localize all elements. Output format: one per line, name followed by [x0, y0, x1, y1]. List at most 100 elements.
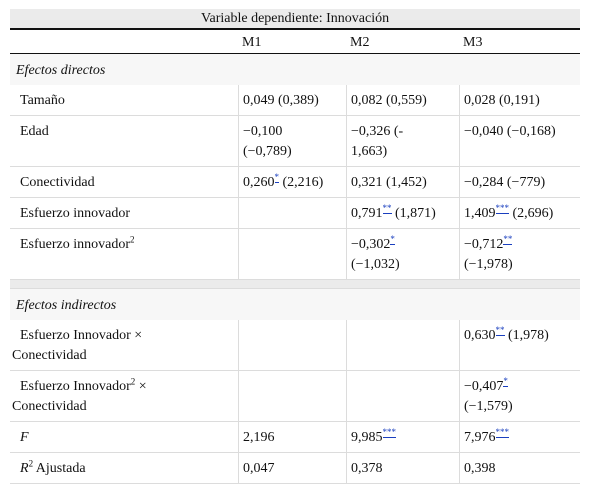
- cell-conectividad-m2: 0,321 (1,452): [346, 167, 459, 198]
- significance-link[interactable]: *: [274, 172, 279, 184]
- cell-edad-m2: −0,326 (- 1,663): [346, 116, 459, 167]
- section-indirect-title: Efectos indirectos: [10, 289, 581, 320]
- cell-esfuerzo-m2: 0,791** (1,871): [346, 198, 459, 229]
- label-text-line2: Conectividad: [12, 348, 87, 363]
- cell-edad-m1-coef: −0,100: [243, 124, 283, 139]
- cell-r2-m2: 0,378: [346, 453, 459, 484]
- table-row: F 2,196 9,985*** 7,976***: [10, 422, 581, 453]
- cell-tamano-m3: 0,028 (0,191): [459, 85, 581, 116]
- coef-value: 0,260: [243, 175, 275, 190]
- cell-conectividad-m1: 0,260* (2,216): [238, 167, 346, 198]
- cell-conectividad-m3: −0,284 (−779): [459, 167, 581, 198]
- cell-tamano-m2: 0,082 (0,559): [346, 85, 459, 116]
- cell-esfuerzo-m3: 1,409*** (2,696): [459, 198, 581, 229]
- cell-edad-m1-t: (−0,789): [243, 144, 292, 159]
- table-row: Edad −0,100 (−0,789) −0,326 (- 1,663) −0,0…: [10, 116, 581, 167]
- cell-interaccion2-m2: [346, 371, 459, 422]
- table-row: Esfuerzo Innovador2 × Conectividad −0,407…: [10, 371, 581, 422]
- significance-link[interactable]: **: [503, 234, 513, 246]
- table-header-row: M1 M2 M3: [10, 30, 581, 54]
- coef-value: 7,976: [464, 430, 496, 445]
- t-value: (−1,579): [464, 399, 513, 414]
- section-direct-title: Efectos directos: [10, 54, 581, 85]
- cell-esfuerzo2-m3: −0,712** (−1,978): [459, 229, 581, 280]
- coef-value: −0,302: [351, 237, 391, 252]
- t-value: (−1,032): [351, 257, 400, 272]
- label-r: R: [20, 461, 29, 476]
- table-row: Esfuerzo Innovador × Conectividad 0,630**…: [10, 320, 581, 371]
- label-text: Esfuerzo Innovador ×: [20, 328, 143, 343]
- cell-interaccion2-m1: [238, 371, 346, 422]
- significance-link[interactable]: **: [495, 325, 505, 337]
- t-value: (2,216): [279, 175, 324, 190]
- header-empty: [10, 30, 238, 54]
- significance-link[interactable]: ***: [382, 427, 396, 439]
- label-times: ×: [135, 379, 147, 394]
- coef-value: 0,630: [464, 328, 496, 343]
- row-label-interaccion2: Esfuerzo Innovador2 × Conectividad: [10, 371, 238, 422]
- header-m3: M3: [459, 30, 581, 54]
- table-caption: Variable dependiente: Innovación: [10, 9, 581, 30]
- table-caption-row: Variable dependiente: Innovación: [10, 9, 581, 30]
- significance-link[interactable]: **: [382, 203, 392, 215]
- section-indirect-row: Efectos indirectos: [10, 289, 581, 320]
- cell-esfuerzo-m1: [238, 198, 346, 229]
- header-m2: M2: [346, 30, 459, 54]
- spacer-row: [10, 280, 581, 289]
- row-label-esfuerzo: Esfuerzo innovador: [10, 198, 238, 229]
- cell-interaccion1-m2: [346, 320, 459, 371]
- spacer-cell: [10, 280, 581, 289]
- cell-edad-m2-t: 1,663): [351, 144, 388, 159]
- cell-esfuerzo2-m1: [238, 229, 346, 280]
- cell-f-m1: 2,196: [238, 422, 346, 453]
- row-label-r2: R2 Ajustada: [10, 453, 238, 484]
- label-text: Ajustada: [33, 461, 86, 476]
- cell-esfuerzo2-m2: −0,302* (−1,032): [346, 229, 459, 280]
- cell-interaccion1-m3: 0,630** (1,978): [459, 320, 581, 371]
- coef-value: 0,791: [351, 206, 383, 221]
- label-text: Esfuerzo Innovador: [20, 379, 131, 394]
- t-value: (1,978): [504, 328, 549, 343]
- significance-link[interactable]: *: [390, 234, 395, 246]
- regression-table: Variable dependiente: Innovación M1 M2 M…: [10, 9, 581, 484]
- superscript: 2: [130, 376, 136, 387]
- cell-r2-m3: 0,398: [459, 453, 581, 484]
- t-value: (−1,978): [464, 257, 513, 272]
- cell-edad-m2-coef: −0,326 (-: [351, 124, 404, 139]
- superscript: 2: [130, 234, 135, 245]
- coef-value: 9,985: [351, 430, 383, 445]
- table-row: R2 Ajustada 0,047 0,378 0,398: [10, 453, 581, 484]
- significance-link[interactable]: *: [503, 376, 508, 388]
- t-value: (2,696): [509, 206, 554, 221]
- row-label-esfuerzo2: Esfuerzo innovador2: [10, 229, 238, 280]
- cell-f-m2: 9,985***: [346, 422, 459, 453]
- section-direct-row: Efectos directos: [10, 54, 581, 85]
- label-text: Esfuerzo innovador: [20, 237, 131, 252]
- coef-value: −0,407: [464, 379, 504, 394]
- cell-edad-m3: −0,040 (−0,168): [459, 116, 581, 167]
- cell-interaccion2-m3: −0,407* (−1,579): [459, 371, 581, 422]
- table-row: Tamaño 0,049 (0,389) 0,082 (0,559) 0,028…: [10, 85, 581, 116]
- header-m1: M1: [238, 30, 346, 54]
- cell-interaccion1-m1: [238, 320, 346, 371]
- t-value: (1,871): [391, 206, 436, 221]
- cell-f-m3: 7,976***: [459, 422, 581, 453]
- significance-link[interactable]: ***: [495, 427, 509, 439]
- row-label-tamano: Tamaño: [10, 85, 238, 116]
- cell-edad-m1: −0,100 (−0,789): [238, 116, 346, 167]
- regression-table-container: Variable dependiente: Innovación M1 M2 M…: [10, 9, 581, 484]
- row-label-interaccion1: Esfuerzo Innovador × Conectividad: [10, 320, 238, 371]
- label-text-line2: Conectividad: [12, 399, 87, 414]
- coef-value: −0,712: [464, 237, 504, 252]
- table-row: Esfuerzo innovador2 −0,302* (−1,032) −0,7…: [10, 229, 581, 280]
- row-label-edad: Edad: [10, 116, 238, 167]
- cell-r2-m1: 0,047: [238, 453, 346, 484]
- cell-tamano-m1: 0,049 (0,389): [238, 85, 346, 116]
- row-label-conectividad: Conectividad: [10, 167, 238, 198]
- superscript: 2: [28, 458, 34, 469]
- table-row: Esfuerzo innovador 0,791** (1,871) 1,409…: [10, 198, 581, 229]
- coef-value: 1,409: [464, 206, 496, 221]
- row-label-f: F: [10, 422, 238, 453]
- table-row: Conectividad 0,260* (2,216) 0,321 (1,452…: [10, 167, 581, 198]
- significance-link[interactable]: ***: [495, 203, 509, 215]
